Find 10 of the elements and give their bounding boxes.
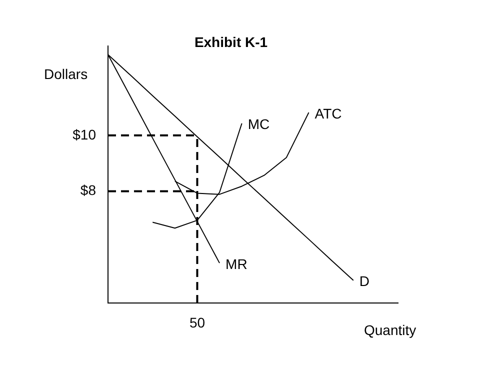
series-label: D [359, 273, 370, 290]
x-tick-label: 50 [189, 314, 206, 330]
series-label: ATC [314, 105, 342, 122]
y-axis-title: Dollars [44, 66, 88, 82]
series-label: MC [248, 116, 270, 132]
chart-title: Exhibit K-1 [194, 34, 268, 50]
y-tick-label: $8 [80, 182, 96, 198]
x-axis-title: Quantity [364, 322, 416, 338]
y-tick-label: $10 [72, 126, 96, 142]
series-label: MR [226, 256, 248, 272]
